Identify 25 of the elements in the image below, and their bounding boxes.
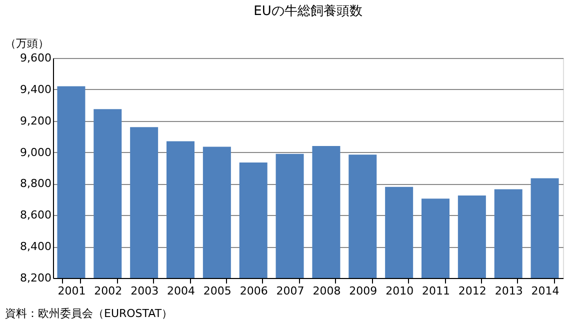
x-tick-label: 2004 [167, 284, 195, 298]
text: 資料：欧州委員会（EUROSTAT） [5, 307, 173, 320]
x-tick-label: 2011 [422, 284, 450, 298]
y-axis-title: （万頭） [5, 37, 49, 50]
x-tick-label: 2014 [531, 284, 560, 298]
x-tick-label: 2013 [494, 284, 523, 298]
chart-title: EUの牛総飼養頭数 [254, 4, 362, 19]
y-tick-label: 8,600 [20, 208, 52, 222]
y-tick-label: 9,400 [20, 82, 52, 96]
y-tick-label: 9,600 [20, 52, 52, 64]
y-tick-label: 9,200 [20, 114, 52, 128]
x-tick-label: 2007 [276, 284, 304, 298]
x-tick-label: 2003 [130, 284, 159, 298]
x-tick-label: 2009 [349, 284, 378, 298]
y-tick-label: 8,200 [20, 272, 52, 284]
x-tick-label: 2001 [58, 284, 86, 298]
x-tick-label: 2010 [386, 284, 414, 298]
y-tick-label: 8,400 [20, 240, 52, 254]
x-tick-label: 2008 [312, 284, 341, 298]
x-tick-label: 2006 [240, 284, 268, 298]
x-tick-label: 2005 [203, 284, 232, 298]
x-tick-label: 2002 [94, 284, 122, 298]
x-tick-label: 2012 [458, 284, 486, 298]
y-tick-label: 9,000 [20, 146, 52, 159]
y-tick-label: 8,800 [20, 177, 52, 190]
